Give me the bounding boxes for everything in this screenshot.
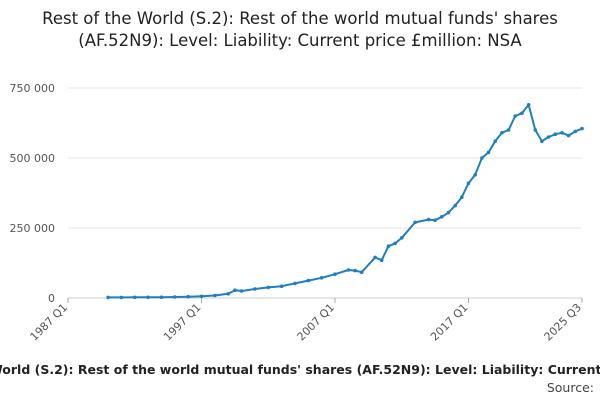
- data-point: [426, 217, 431, 222]
- data-point: [400, 236, 404, 240]
- y-tick-label: 250 000: [10, 222, 56, 235]
- data-point: [133, 295, 137, 300]
- series-line: [108, 103, 583, 299]
- data-point: [513, 114, 517, 118]
- x-tick-label: 2017 Q1: [428, 301, 471, 344]
- data-point: [526, 103, 531, 107]
- data-point: [440, 215, 444, 219]
- data-point: [446, 210, 451, 215]
- data-point: [433, 218, 437, 222]
- footer-series-label: Rest of the World (S.2): Rest of the wor…: [0, 362, 600, 377]
- data-point: [213, 293, 217, 298]
- data-point: [319, 276, 324, 280]
- data-point: [393, 241, 397, 246]
- data-point: [353, 268, 357, 273]
- x-tick-label: 2025 Q3: [542, 301, 585, 344]
- data-point: [146, 295, 150, 300]
- data-point: [106, 295, 110, 300]
- data-point: [346, 268, 351, 272]
- data-point: [379, 258, 384, 263]
- x-tick-label: 2007 Q1: [295, 301, 338, 344]
- y-tick-label: 0: [48, 292, 55, 305]
- data-point: [253, 287, 257, 291]
- data-point: [560, 131, 564, 135]
- data-point: [279, 284, 284, 289]
- data-point: [293, 281, 297, 286]
- data-point: [173, 295, 177, 299]
- footer-text: Rest of the World (S.2): Rest of the wor…: [0, 362, 600, 377]
- data-point: [199, 294, 204, 299]
- data-point: [159, 295, 164, 300]
- data-point: [233, 288, 237, 293]
- data-point: [119, 295, 124, 300]
- data-point: [506, 128, 511, 132]
- data-point: [226, 292, 230, 296]
- data-point: [533, 128, 538, 132]
- data-point: [333, 272, 337, 277]
- data-point: [473, 173, 478, 177]
- data-point: [466, 181, 471, 185]
- data-point: [480, 156, 484, 160]
- data-point: [580, 126, 584, 131]
- data-point: [460, 195, 464, 199]
- data-point: [306, 278, 311, 283]
- x-tick-label: 1997 Q1: [161, 301, 204, 344]
- data-point: [540, 139, 544, 143]
- data-point: [573, 129, 578, 134]
- data-point: [373, 255, 377, 260]
- data-point: [493, 139, 498, 143]
- data-point: [386, 244, 391, 248]
- y-tick-label: 500 000: [10, 152, 56, 165]
- data-point: [520, 111, 524, 115]
- data-point: [266, 285, 271, 290]
- data-point: [546, 135, 551, 139]
- data-point: [566, 133, 571, 138]
- data-point: [553, 132, 558, 136]
- data-point: [500, 131, 504, 135]
- data-point: [453, 203, 458, 208]
- data-point: [239, 289, 244, 293]
- data-point: [486, 150, 491, 155]
- data-point: [186, 294, 190, 299]
- data-point: [413, 220, 417, 225]
- y-tick-label: 750 000: [10, 82, 56, 95]
- source-label: Source:: [546, 380, 594, 395]
- chart-title: Rest of the World (S.2): Rest of the wor…: [42, 9, 558, 50]
- x-tick-label: 1987 Q1: [28, 301, 71, 344]
- data-point: [359, 270, 364, 275]
